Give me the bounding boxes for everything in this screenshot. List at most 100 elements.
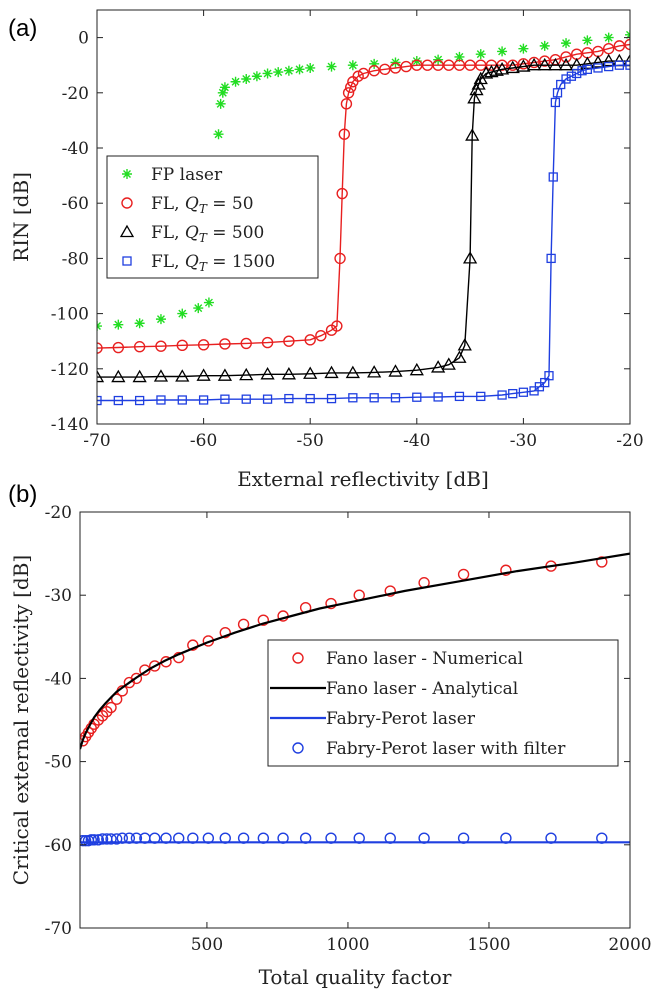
data-point [176,339,188,352]
data-point [452,350,467,363]
data-point [220,394,230,404]
data-point [187,639,199,651]
data-point [412,392,422,402]
data-point [101,705,113,718]
data-point [389,62,402,74]
data-point [345,81,357,93]
data-point [556,79,566,90]
data-point [544,371,554,381]
data-point [203,297,214,308]
data-point [134,318,145,329]
data-point [173,832,185,844]
panel-b-label: (b) [8,481,37,508]
data-point [315,329,327,342]
panel-a-x-ticks: -70 -60 -50 -40 -30 -20 [83,10,644,451]
data-point [613,40,626,52]
y-tick-label: -40 [45,669,72,689]
data-point [239,367,254,381]
data-point [572,68,582,79]
data-point [489,63,504,76]
legend-label: FL, QT = 1500 [151,252,275,274]
legend-box [267,639,619,767]
data-point [217,87,228,98]
data-point [516,59,531,72]
data-point [409,362,424,376]
x-tick-label: -50 [297,431,324,451]
data-point [367,365,382,378]
data-point [113,395,123,406]
legend-label: Fabry-Perot laser with filter [326,739,566,759]
panel-a-x-axis-title: External reflectivity [dB] [237,467,489,491]
data-point [467,91,482,104]
data-point [500,564,512,576]
data-point [88,834,100,846]
data-point [441,357,456,370]
data-point [80,834,92,847]
x-tick-label: -20 [616,431,643,451]
series-1 [80,552,630,750]
panel-b-frame [79,511,631,929]
data-point [283,335,295,347]
data-point [596,556,608,568]
data-point [331,320,343,332]
data-point [478,66,494,79]
data-point [97,395,102,406]
data-point [580,56,595,69]
data-point [353,832,365,844]
data-point [457,568,470,581]
data-point [379,63,391,76]
data-point [230,76,241,87]
data-point [133,341,146,353]
data-point [582,35,593,46]
data-point [325,832,337,844]
data-point [465,128,480,141]
data-point [262,394,273,404]
data-point [241,394,251,404]
data-point [97,342,103,354]
data-point [130,672,143,685]
data-point [336,187,348,200]
data-point [601,53,616,67]
data-point [123,832,136,844]
data-point [561,74,571,84]
data-point [484,64,499,78]
data-point [132,369,147,383]
legend-entry: FP laser [122,165,223,185]
y-tick-label: -70 [45,919,72,939]
data-point [602,42,615,55]
data-point [134,395,145,406]
data-point [526,57,542,71]
data-point [497,46,508,57]
panel-b-x-axis-title: Total quality factor [259,965,452,989]
data-point [457,832,470,844]
y-tick-label: -120 [51,360,89,380]
data-point [546,253,556,264]
data-point [508,388,518,399]
data-point [384,832,396,844]
y-tick-label: -60 [45,836,72,856]
data-point [369,58,380,69]
data-point [603,32,614,43]
y-tick-label: -140 [51,415,89,435]
data-point [433,392,443,402]
data-point [219,832,231,844]
data-point [338,128,351,140]
data-point [539,55,551,67]
data-point [155,314,166,325]
data-point [558,57,574,71]
data-point [411,56,422,67]
data-point [116,832,129,844]
data-point [177,308,188,319]
x-tick-label: 2000 [608,935,651,955]
panel-a-y-ticks: 0 -20 -40 -60 -80 -100 -120 -140 [51,29,630,435]
y-tick-label: -60 [62,194,89,214]
data-point [537,57,552,71]
data-point [213,129,224,140]
y-tick-label: -30 [45,586,72,606]
data-point [625,60,630,70]
y-tick-label: -80 [62,249,89,269]
x-tick-label: -40 [403,431,430,451]
data-point [187,832,199,844]
series-line [80,552,630,750]
data-point [215,98,226,109]
